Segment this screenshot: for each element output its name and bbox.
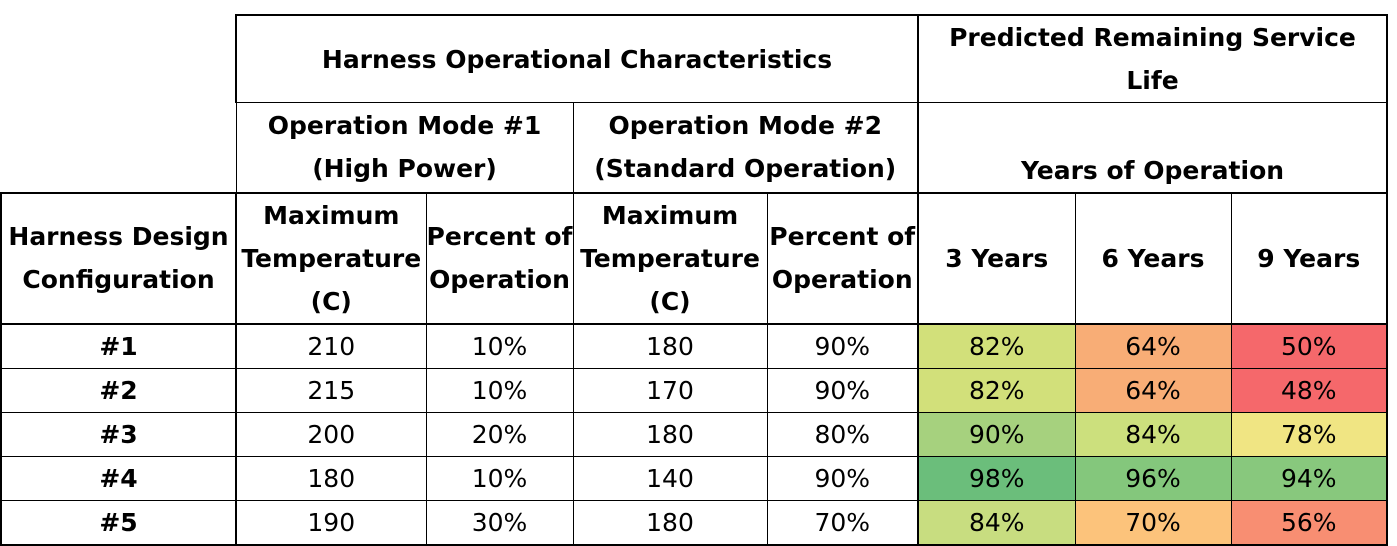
mode-header-row: Operation Mode #1 (High Power) Operation… xyxy=(1,102,1388,193)
col-header-mode2-temp: Maximum Temperature (C) xyxy=(572,191,767,325)
life-9y-cell: 78% xyxy=(1230,412,1388,457)
table-row: #3 200 20% 180 80% 90% 84% 78% xyxy=(0,412,1388,457)
years-of-operation-label: Years of Operation xyxy=(1020,155,1285,185)
pct-header-line2: Operation xyxy=(429,265,570,294)
config-cell: #5 xyxy=(0,500,236,546)
col-header-config: Harness Design Configuration xyxy=(0,191,236,325)
table-row: #1 210 10% 180 90% 82% 64% 50% xyxy=(0,323,1388,369)
service-life-table: Harness Operational Characteristics Pred… xyxy=(0,14,1388,546)
temp-header-line3: (C) xyxy=(310,286,352,316)
m2-temp-cell: 170 xyxy=(572,368,767,413)
col-header-mode1-pct: Percent of Operation xyxy=(425,191,573,325)
life-3y-cell: 82% xyxy=(918,323,1075,369)
life-9y-cell: 50% xyxy=(1230,323,1388,369)
m1-temp-cell: 210 xyxy=(235,323,426,369)
life-3y-cell: 98% xyxy=(918,456,1075,501)
m2-temp-cell: 180 xyxy=(572,412,767,457)
temp-header-line1: Maximum xyxy=(601,200,739,230)
m1-pct-cell: 10% xyxy=(425,368,573,413)
table-row: #2 215 10% 170 90% 82% 64% 48% xyxy=(0,368,1388,413)
temp-header-line2: Temperature xyxy=(241,243,422,273)
m2-pct-cell: 90% xyxy=(766,368,919,413)
pct-header-line1: Percent of xyxy=(769,222,916,251)
m2-pct-cell: 90% xyxy=(766,323,919,369)
life-6y-cell: 70% xyxy=(1074,500,1231,546)
m2-temp-cell: 180 xyxy=(572,500,767,546)
m1-pct-cell: 30% xyxy=(425,500,573,546)
m1-temp-cell: 190 xyxy=(235,500,426,546)
col-header-9-years: 9 Years xyxy=(1230,191,1388,325)
life-6y-cell: 64% xyxy=(1074,368,1231,413)
m2-pct-cell: 90% xyxy=(766,456,919,501)
mode1-title: Operation Mode #1 xyxy=(267,111,542,141)
config-header-line1: Harness Design xyxy=(8,222,229,251)
m1-temp-cell: 200 xyxy=(235,412,426,457)
column-header-row: Harness Design Configuration Maximum Tem… xyxy=(0,191,1388,325)
life-6y-cell: 84% xyxy=(1074,412,1231,457)
life-3y-cell: 82% xyxy=(918,368,1075,413)
mode2-title: Operation Mode #2 xyxy=(608,111,882,141)
col-header-mode1-temp: Maximum Temperature (C) xyxy=(235,191,426,325)
life-9y-cell: 48% xyxy=(1230,368,1388,413)
config-cell: #1 xyxy=(0,323,236,369)
m1-temp-cell: 215 xyxy=(235,368,426,413)
col-header-mode2-pct: Percent of Operation xyxy=(766,191,919,325)
temp-header-line3: (C) xyxy=(649,286,691,316)
m2-pct-cell: 80% xyxy=(766,412,919,457)
temp-header-line2: Temperature xyxy=(580,243,760,273)
service-life-header: Predicted Remaining Service Life xyxy=(918,14,1388,103)
mode2-header: Operation Mode #2 (Standard Operation) xyxy=(572,102,919,193)
m2-pct-cell: 70% xyxy=(766,500,919,546)
m2-temp-cell: 140 xyxy=(572,456,767,501)
config-cell: #2 xyxy=(0,368,236,413)
temp-header-line1: Maximum xyxy=(263,200,400,230)
pct-header-line1: Percent of xyxy=(426,222,573,251)
m1-pct-cell: 10% xyxy=(425,323,573,369)
operational-characteristics-header: Harness Operational Characteristics xyxy=(235,14,919,103)
table-row: #5 190 30% 180 70% 84% 70% 56% xyxy=(0,500,1388,546)
mode1-subtitle: (High Power) xyxy=(312,154,497,184)
col-header-6-years: 6 Years xyxy=(1074,191,1231,325)
m1-pct-cell: 20% xyxy=(425,412,573,457)
years-of-operation-header: Years of Operation xyxy=(918,102,1388,193)
pct-header-line2: Operation xyxy=(771,265,913,294)
corner-blank-bottom xyxy=(1,103,236,193)
config-cell: #4 xyxy=(0,456,236,501)
m2-temp-cell: 180 xyxy=(572,323,767,369)
mode2-subtitle: (Standard Operation) xyxy=(594,154,897,184)
mode1-header: Operation Mode #1 (High Power) xyxy=(235,102,573,193)
life-9y-cell: 56% xyxy=(1230,500,1388,546)
life-3y-cell: 84% xyxy=(918,500,1075,546)
col-header-3-years: 3 Years xyxy=(918,191,1075,325)
table-row: #4 180 10% 140 90% 98% 96% 94% xyxy=(0,456,1388,501)
group-header-row: Harness Operational Characteristics Pred… xyxy=(1,14,1388,103)
m1-temp-cell: 180 xyxy=(235,456,426,501)
life-3y-cell: 90% xyxy=(918,412,1075,457)
life-9y-cell: 94% xyxy=(1230,456,1388,501)
m1-pct-cell: 10% xyxy=(425,456,573,501)
life-6y-cell: 96% xyxy=(1074,456,1231,501)
config-cell: #3 xyxy=(0,412,236,457)
config-header-line2: Configuration xyxy=(22,265,215,294)
life-6y-cell: 64% xyxy=(1074,323,1231,369)
corner-blank-top xyxy=(1,15,236,103)
